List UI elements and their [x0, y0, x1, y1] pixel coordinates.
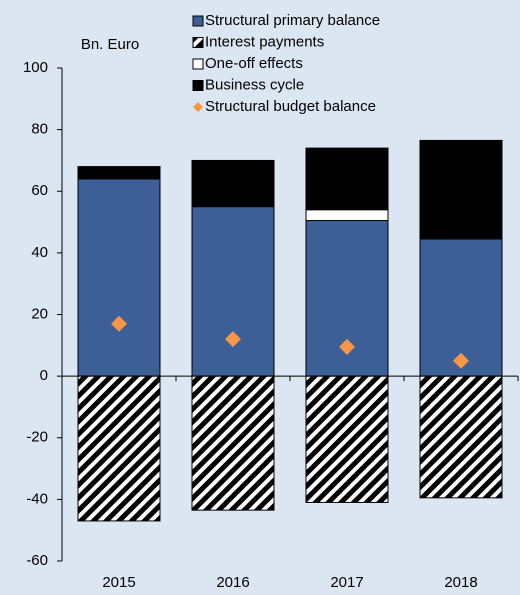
bar-segment	[77, 178, 161, 377]
y-tick-label: -60	[26, 552, 48, 569]
bar-segment	[191, 375, 275, 511]
bar-segment	[191, 159, 275, 208]
y-tick-label: 80	[31, 121, 48, 138]
y-tick-label: 40	[31, 244, 48, 261]
y-tick-label: -40	[26, 490, 48, 507]
bar-segment	[419, 139, 503, 240]
x-tick-label: 2016	[216, 574, 249, 591]
legend-marker	[193, 102, 203, 112]
marker	[453, 352, 469, 369]
x-tick-label: 2017	[330, 574, 363, 591]
legend-label: Business cycle	[205, 76, 304, 93]
legend-label: Structural budget balance	[205, 98, 376, 115]
legend-marker	[192, 58, 204, 70]
bar-segment	[419, 375, 503, 499]
y-tick-label: 100	[23, 59, 48, 76]
legend-marker	[192, 80, 204, 91]
legend-marker	[192, 15, 204, 27]
bar-segment	[305, 147, 389, 211]
legend-label: One-off effects	[205, 55, 303, 72]
legend-label: Structural primary balance	[205, 12, 380, 29]
bar-segment	[77, 375, 161, 522]
y-tick-label: -20	[26, 429, 48, 446]
y-tick-label: 60	[31, 182, 48, 199]
y-tick-label: 20	[31, 305, 48, 322]
bar-segment	[305, 209, 389, 222]
legend-marker	[192, 37, 204, 48]
legend-label: Interest payments	[205, 33, 324, 50]
bar-segment	[77, 166, 161, 180]
y-axis-label: Bn. Euro	[81, 36, 139, 53]
marker	[339, 338, 355, 355]
bar-segment	[305, 375, 389, 503]
marker	[111, 315, 127, 332]
bar-segment	[191, 206, 275, 377]
x-tick-label: 2018	[444, 574, 477, 591]
marker	[225, 331, 241, 348]
y-tick-label: 0	[40, 367, 48, 384]
x-tick-label: 2015	[102, 574, 135, 591]
